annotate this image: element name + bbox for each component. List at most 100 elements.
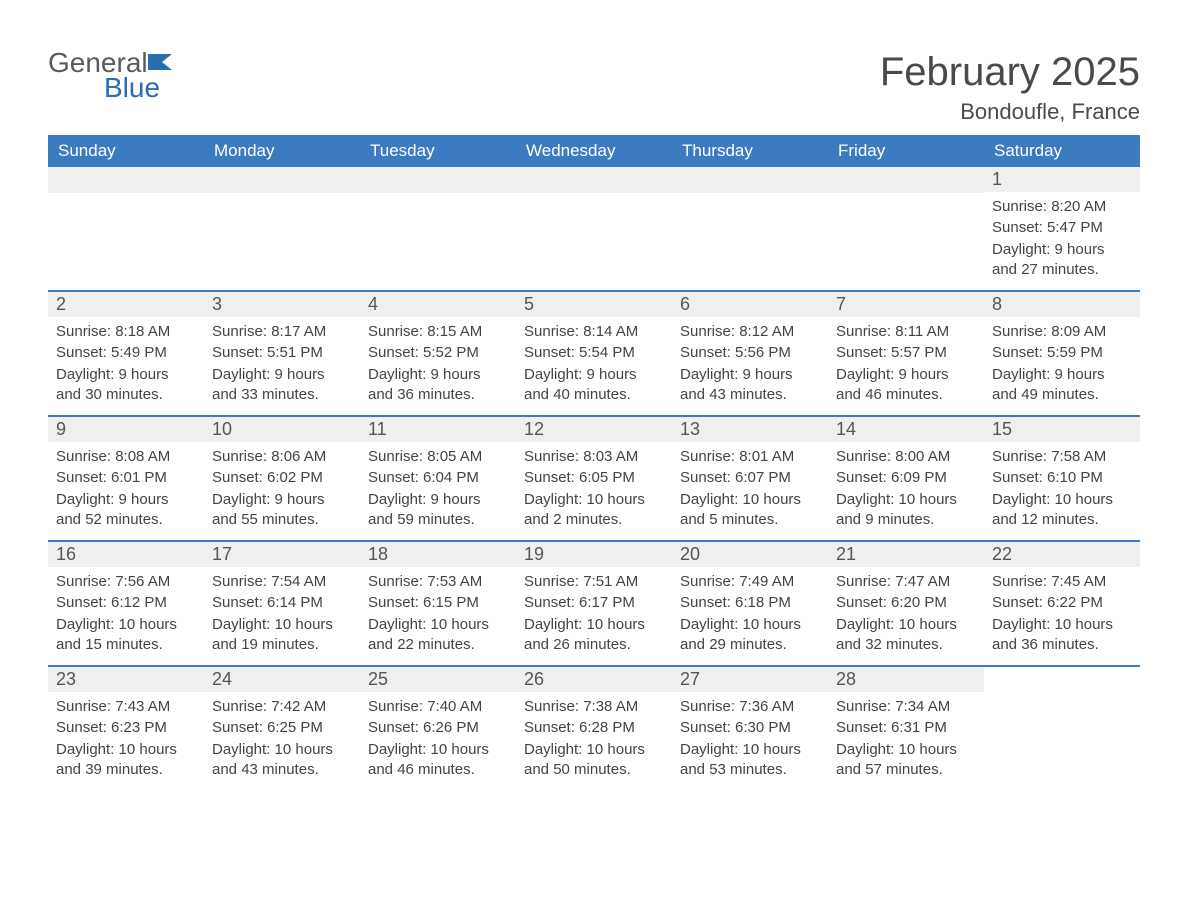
- sunset: Sunset: 6:22 PM: [992, 593, 1132, 613]
- sunrise: Sunrise: 7:47 AM: [836, 572, 976, 592]
- sunrise: Sunrise: 8:17 AM: [212, 322, 352, 342]
- dow-thu: Thursday: [672, 135, 828, 167]
- day-cell: 1Sunrise: 8:20 AMSunset: 5:47 PMDaylight…: [984, 167, 1140, 290]
- sunrise: Sunrise: 8:08 AM: [56, 447, 196, 467]
- daylight: Daylight: 10 hours and 5 minutes.: [680, 490, 820, 531]
- day-cell: 20Sunrise: 7:49 AMSunset: 6:18 PMDayligh…: [672, 542, 828, 665]
- day-body: Sunrise: 8:00 AMSunset: 6:09 PMDaylight:…: [828, 442, 984, 530]
- day-number: 3: [204, 292, 360, 317]
- day-number: 2: [48, 292, 204, 317]
- day-cell: [828, 167, 984, 290]
- day-number: 26: [516, 667, 672, 692]
- empty-day-bar: [204, 167, 360, 193]
- empty-day-bar: [516, 167, 672, 193]
- day-body: Sunrise: 7:38 AMSunset: 6:28 PMDaylight:…: [516, 692, 672, 780]
- day-cell: 15Sunrise: 7:58 AMSunset: 6:10 PMDayligh…: [984, 417, 1140, 540]
- day-number: 17: [204, 542, 360, 567]
- day-cell: 14Sunrise: 8:00 AMSunset: 6:09 PMDayligh…: [828, 417, 984, 540]
- sunset: Sunset: 6:26 PM: [368, 718, 508, 738]
- day-body: Sunrise: 7:49 AMSunset: 6:18 PMDaylight:…: [672, 567, 828, 655]
- sunset: Sunset: 5:51 PM: [212, 343, 352, 363]
- day-cell: 17Sunrise: 7:54 AMSunset: 6:14 PMDayligh…: [204, 542, 360, 665]
- header: General Blue February 2025 Bondoufle, Fr…: [48, 50, 1140, 125]
- sunrise: Sunrise: 8:14 AM: [524, 322, 664, 342]
- day-body: Sunrise: 7:40 AMSunset: 6:26 PMDaylight:…: [360, 692, 516, 780]
- sunset: Sunset: 6:09 PM: [836, 468, 976, 488]
- sunset: Sunset: 5:49 PM: [56, 343, 196, 363]
- title-block: February 2025 Bondoufle, France: [880, 50, 1140, 125]
- day-body: Sunrise: 8:18 AMSunset: 5:49 PMDaylight:…: [48, 317, 204, 405]
- logo-blue: Blue: [104, 72, 160, 103]
- sunset: Sunset: 5:57 PM: [836, 343, 976, 363]
- daylight: Daylight: 10 hours and 46 minutes.: [368, 740, 508, 781]
- day-cell: [516, 167, 672, 290]
- sunrise: Sunrise: 7:58 AM: [992, 447, 1132, 467]
- daylight: Daylight: 10 hours and 15 minutes.: [56, 615, 196, 656]
- sunrise: Sunrise: 7:42 AM: [212, 697, 352, 717]
- day-cell: 13Sunrise: 8:01 AMSunset: 6:07 PMDayligh…: [672, 417, 828, 540]
- day-cell: [984, 667, 1140, 790]
- day-number: 16: [48, 542, 204, 567]
- sunrise: Sunrise: 7:38 AM: [524, 697, 664, 717]
- sunrise: Sunrise: 7:45 AM: [992, 572, 1132, 592]
- day-number: 27: [672, 667, 828, 692]
- daylight: Daylight: 10 hours and 22 minutes.: [368, 615, 508, 656]
- sunset: Sunset: 6:04 PM: [368, 468, 508, 488]
- daylight: Daylight: 9 hours and 49 minutes.: [992, 365, 1132, 406]
- sunrise: Sunrise: 8:20 AM: [992, 197, 1132, 217]
- day-cell: 18Sunrise: 7:53 AMSunset: 6:15 PMDayligh…: [360, 542, 516, 665]
- sunset: Sunset: 6:10 PM: [992, 468, 1132, 488]
- sunset: Sunset: 6:28 PM: [524, 718, 664, 738]
- day-body: Sunrise: 7:58 AMSunset: 6:10 PMDaylight:…: [984, 442, 1140, 530]
- dow-wed: Wednesday: [516, 135, 672, 167]
- day-number: 8: [984, 292, 1140, 317]
- day-number: 12: [516, 417, 672, 442]
- day-body: Sunrise: 8:20 AMSunset: 5:47 PMDaylight:…: [984, 192, 1140, 280]
- day-cell: [672, 167, 828, 290]
- day-body: Sunrise: 8:06 AMSunset: 6:02 PMDaylight:…: [204, 442, 360, 530]
- week-row: 16Sunrise: 7:56 AMSunset: 6:12 PMDayligh…: [48, 540, 1140, 665]
- day-body: Sunrise: 8:17 AMSunset: 5:51 PMDaylight:…: [204, 317, 360, 405]
- empty-day-bar: [48, 167, 204, 193]
- dow-fri: Friday: [828, 135, 984, 167]
- sunrise: Sunrise: 8:03 AM: [524, 447, 664, 467]
- day-number: 25: [360, 667, 516, 692]
- daylight: Daylight: 10 hours and 12 minutes.: [992, 490, 1132, 531]
- daylight: Daylight: 9 hours and 55 minutes.: [212, 490, 352, 531]
- day-number: 14: [828, 417, 984, 442]
- sunset: Sunset: 6:01 PM: [56, 468, 196, 488]
- day-cell: 7Sunrise: 8:11 AMSunset: 5:57 PMDaylight…: [828, 292, 984, 415]
- day-number: 20: [672, 542, 828, 567]
- sunset: Sunset: 6:07 PM: [680, 468, 820, 488]
- day-cell: 12Sunrise: 8:03 AMSunset: 6:05 PMDayligh…: [516, 417, 672, 540]
- day-number: 21: [828, 542, 984, 567]
- sunset: Sunset: 5:54 PM: [524, 343, 664, 363]
- empty-day-bar: [672, 167, 828, 193]
- daylight: Daylight: 9 hours and 59 minutes.: [368, 490, 508, 531]
- day-cell: 28Sunrise: 7:34 AMSunset: 6:31 PMDayligh…: [828, 667, 984, 790]
- day-number: 5: [516, 292, 672, 317]
- day-body: Sunrise: 8:08 AMSunset: 6:01 PMDaylight:…: [48, 442, 204, 530]
- empty-day-bar: [360, 167, 516, 193]
- day-body: Sunrise: 8:15 AMSunset: 5:52 PMDaylight:…: [360, 317, 516, 405]
- day-body: Sunrise: 7:47 AMSunset: 6:20 PMDaylight:…: [828, 567, 984, 655]
- day-number: 13: [672, 417, 828, 442]
- location: Bondoufle, France: [880, 99, 1140, 125]
- sunset: Sunset: 5:52 PM: [368, 343, 508, 363]
- day-cell: 4Sunrise: 8:15 AMSunset: 5:52 PMDaylight…: [360, 292, 516, 415]
- day-body: Sunrise: 8:14 AMSunset: 5:54 PMDaylight:…: [516, 317, 672, 405]
- day-cell: 21Sunrise: 7:47 AMSunset: 6:20 PMDayligh…: [828, 542, 984, 665]
- sunrise: Sunrise: 8:09 AM: [992, 322, 1132, 342]
- sunset: Sunset: 5:59 PM: [992, 343, 1132, 363]
- sunrise: Sunrise: 7:53 AM: [368, 572, 508, 592]
- sunrise: Sunrise: 8:00 AM: [836, 447, 976, 467]
- day-number: 1: [984, 167, 1140, 192]
- sunset: Sunset: 6:25 PM: [212, 718, 352, 738]
- daylight: Daylight: 9 hours and 40 minutes.: [524, 365, 664, 406]
- daylight: Daylight: 10 hours and 43 minutes.: [212, 740, 352, 781]
- sunrise: Sunrise: 7:43 AM: [56, 697, 196, 717]
- day-body: Sunrise: 7:43 AMSunset: 6:23 PMDaylight:…: [48, 692, 204, 780]
- day-cell: 5Sunrise: 8:14 AMSunset: 5:54 PMDaylight…: [516, 292, 672, 415]
- daylight: Daylight: 10 hours and 19 minutes.: [212, 615, 352, 656]
- day-number: 28: [828, 667, 984, 692]
